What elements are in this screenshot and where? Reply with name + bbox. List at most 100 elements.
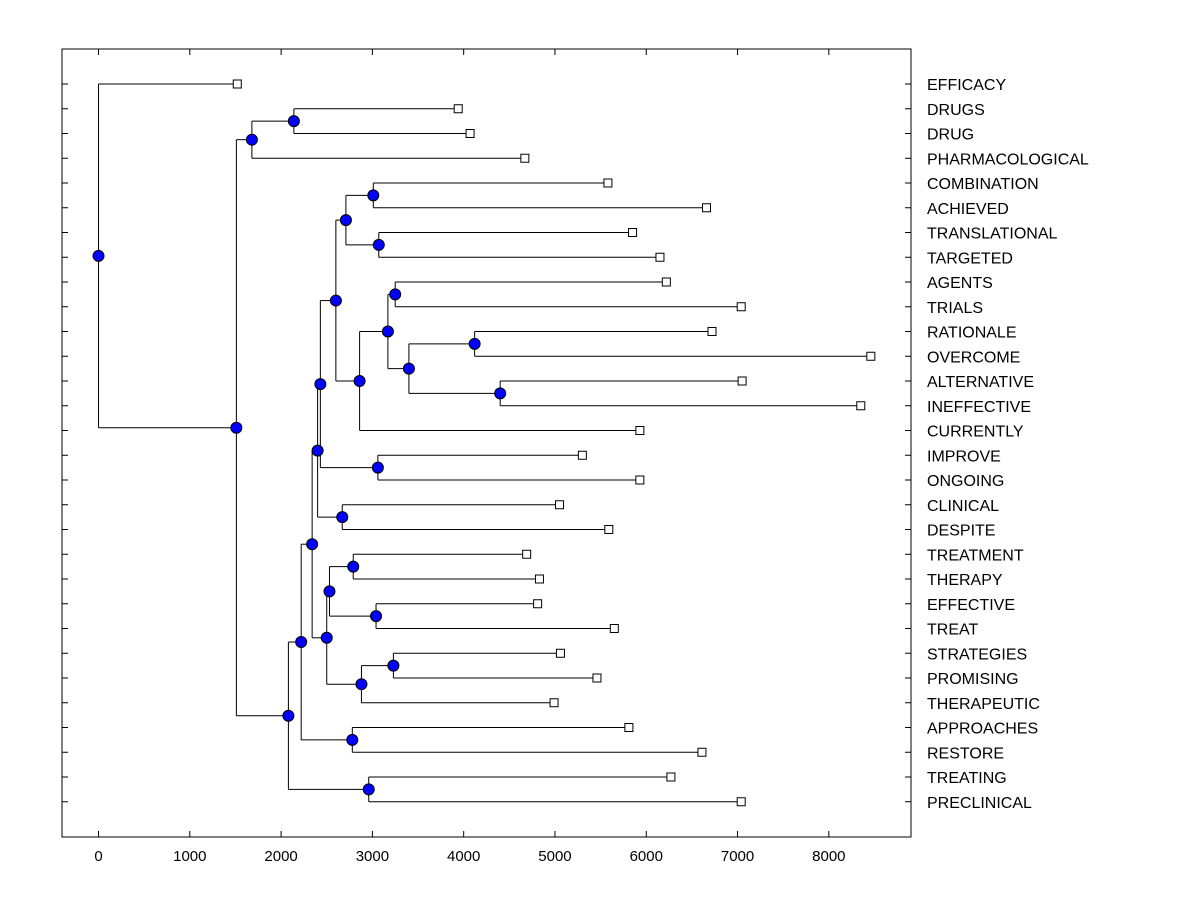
leaf-marker [520,153,530,163]
leaf-label: TREATMENT [927,547,1024,564]
plot-frame [61,48,912,838]
leaf-marker [555,648,565,658]
merge-node [347,560,360,573]
leaf-marker [609,624,619,633]
x-tick-label: 5000 [538,848,571,865]
merge-node [372,238,385,251]
leaf-label: CLINICAL [927,498,999,515]
leaf-label: TARGETED [927,250,1013,267]
leaf-labels: EFFICACY DRUGS DRUG PHARMACOLOGICAL COMBINAT… [927,77,1089,812]
leaf-marker [702,203,712,213]
merge-node [402,362,415,375]
merge-node [371,461,384,474]
x-tick-label: 6000 [630,848,663,865]
leaf-marker [655,252,665,262]
merge-node [346,733,359,746]
merge-node [295,636,308,649]
merge-node [468,337,481,350]
leaf-label: PROMISING [927,671,1019,688]
leaf-label: EFFICACY [927,77,1006,94]
leaf-label: THERAPEUTIC [927,696,1040,713]
leaf-marker [666,772,676,782]
leaf-label: TRIALS [927,300,983,317]
leaf-marker [737,376,747,386]
leaf-label: RESTORE [927,745,1004,762]
merge-node [381,325,394,338]
leaf-tick-marks [62,83,911,803]
leaf-label: OVERCOME [927,349,1020,366]
leaf-label: AGENTS [927,275,993,292]
merge-node [311,444,324,457]
merge-node [306,538,319,551]
leaf-marker [232,79,242,89]
leaf-label: PRECLINICAL [927,795,1032,812]
x-tick-label: 3000 [356,848,389,865]
merge-node [336,511,349,524]
merge-node [287,115,300,128]
leaf-label: ALTERNATIVE [927,374,1034,391]
merge-node [320,631,333,644]
leaf-marker [697,747,707,757]
leaf-marker [592,673,602,683]
merge-node [370,610,383,623]
leaf-label: IMPROVE [927,448,1001,465]
leaf-label: TRANSLATIONAL [927,226,1058,243]
leaf-label: CURRENTLY [927,424,1024,441]
merge-node [362,783,375,796]
leaf-marker [603,178,613,188]
merge-node [245,133,258,146]
x-tick-label: 7000 [721,848,754,865]
leaf-label: ONGOING [927,473,1004,490]
leaf-markers [232,79,876,807]
leaf-marker [736,797,746,807]
merge-node [323,585,336,598]
leaf-label: TREATING [927,770,1007,787]
merge-nodes [92,115,507,796]
leaf-marker [707,327,717,336]
leaf-label: COMBINATION [927,176,1039,193]
merge-node [282,709,295,722]
merge-node [355,678,368,691]
leaf-label: THERAPY [927,572,1003,589]
leaf-label: DESPITE [927,523,995,540]
leaf-marker [522,549,532,559]
leaf-label: RATIONALE [927,325,1017,342]
x-axis-ticks: 0 1000 2000 3000 4000 5000 6000 7000 8000 [94,49,846,865]
merge-node [230,421,243,434]
merge-node [329,294,342,307]
leaf-marker [624,723,634,732]
leaf-label: DRUG [927,127,974,144]
leaf-marker [628,228,638,237]
leaf-marker [577,450,587,460]
leaf-marker [866,351,876,361]
leaf-marker [534,574,544,584]
leaf-label: STRATEGIES [927,646,1027,663]
leaf-marker [555,500,565,510]
leaf-marker [736,302,746,312]
x-tick-label: 4000 [447,848,480,865]
merge-node [339,214,352,227]
x-tick-label: 0 [94,848,102,865]
leaf-label: PHARMACOLOGICAL [927,151,1089,168]
leaf-marker [549,698,559,708]
leaf-marker [856,401,866,411]
leaf-marker [533,599,543,609]
merge-node [92,249,105,262]
x-tick-label: 2000 [264,848,297,865]
x-tick-label: 8000 [812,848,845,865]
merge-node [367,189,380,202]
leaf-label: TREAT [927,622,978,639]
leaf-label: APPROACHES [927,721,1038,738]
leaf-label: INEFFECTIVE [927,399,1031,416]
leaf-marker [661,277,671,287]
leaf-marker [635,475,645,485]
merge-node [314,378,327,391]
leaf-label: DRUGS [927,102,985,119]
merge-node [353,375,366,387]
leaf-marker [453,104,463,114]
merge-node [389,288,402,301]
leaf-label: ACHIEVED [927,201,1009,218]
leaf-marker [604,525,614,534]
merge-node [494,387,507,400]
